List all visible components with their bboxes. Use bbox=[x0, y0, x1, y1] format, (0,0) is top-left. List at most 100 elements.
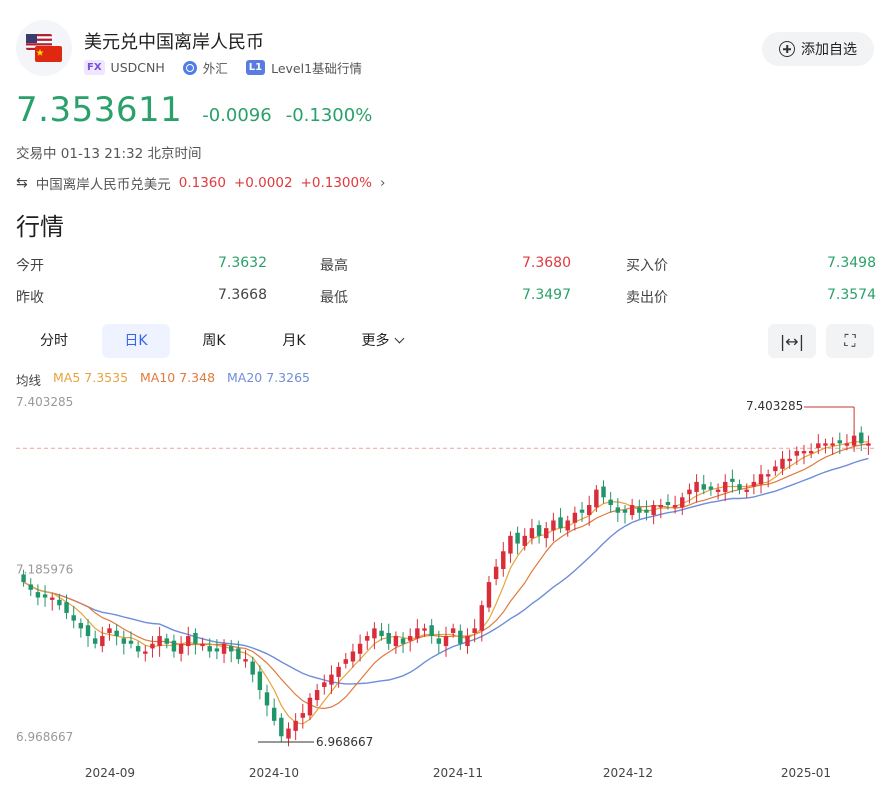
trading-status: 交易中 01-13 21:32 北京时间 bbox=[16, 146, 202, 162]
tab-daily-k[interactable]: 日K bbox=[102, 324, 170, 358]
candle-body bbox=[522, 535, 527, 546]
high-value: 7.3680 bbox=[522, 255, 571, 271]
candle-body bbox=[379, 630, 384, 637]
candle-body bbox=[765, 474, 771, 477]
related-pair-change-percent: +0.1300% bbox=[300, 175, 372, 191]
candle-body bbox=[551, 520, 556, 531]
high-annotation-label: 7.403285 bbox=[746, 399, 803, 413]
candle-body bbox=[644, 509, 649, 513]
x-axis-label: 2024-10 bbox=[249, 766, 299, 780]
candle-body bbox=[429, 625, 434, 637]
candle-body bbox=[357, 643, 363, 654]
candle-body bbox=[171, 640, 177, 652]
symbol-code: USDCNH bbox=[110, 60, 165, 75]
candle-body bbox=[243, 659, 248, 662]
fit-width-icon[interactable]: |↔| bbox=[768, 324, 816, 358]
candle-body bbox=[114, 630, 119, 637]
add-to-watchlist-button[interactable]: 添加自选 bbox=[762, 32, 874, 66]
candle-body bbox=[307, 697, 313, 716]
prev-close-value: 7.3668 bbox=[218, 287, 267, 303]
swap-arrows-icon: ⇆ bbox=[16, 175, 28, 191]
candle-body bbox=[164, 638, 169, 644]
candle-body bbox=[178, 643, 184, 654]
ma-legend-label: 均线 bbox=[16, 373, 42, 388]
candle-body bbox=[694, 481, 699, 492]
candle-body bbox=[808, 451, 814, 454]
candle-body bbox=[751, 481, 757, 487]
candle-body bbox=[780, 458, 785, 469]
open-value: 7.3632 bbox=[218, 255, 267, 271]
level1-badge: L1 bbox=[245, 60, 266, 75]
related-pair-change: +0.0002 bbox=[233, 175, 293, 191]
candle-body bbox=[279, 717, 284, 737]
candle-body bbox=[773, 466, 778, 472]
candle-body bbox=[479, 605, 485, 631]
related-pair-link[interactable]: ⇆ 中国离岸人民币兑美元 0.1360 +0.0002 +0.1300% › bbox=[16, 173, 385, 193]
candle-body bbox=[49, 597, 55, 600]
candle-body bbox=[658, 505, 664, 508]
candle-body bbox=[271, 707, 277, 721]
candle-body bbox=[200, 643, 205, 647]
candle-body bbox=[257, 671, 263, 691]
candle-body bbox=[730, 478, 735, 482]
candle-body bbox=[701, 484, 706, 490]
header: 美元兑中国离岸人民币 FX USDCNH 外汇 L1 Level1基础行情 添加… bbox=[16, 20, 874, 80]
x-axis-label: 2025-01 bbox=[781, 766, 831, 780]
chevron-right-icon: › bbox=[379, 175, 386, 191]
candle-body bbox=[157, 636, 162, 647]
candle-body bbox=[372, 628, 377, 639]
tab-intraday[interactable]: 分时 bbox=[40, 333, 68, 349]
candle-body bbox=[100, 636, 105, 647]
low-label: 最低 bbox=[320, 290, 348, 306]
section-title: 行情 bbox=[16, 213, 64, 241]
globe-icon bbox=[182, 60, 197, 75]
candle-body bbox=[71, 615, 76, 621]
candle-body bbox=[35, 592, 41, 598]
candle-body bbox=[823, 443, 828, 446]
candle-body bbox=[572, 512, 578, 523]
high-label: 最高 bbox=[320, 258, 348, 274]
tab-more[interactable]: 更多 bbox=[346, 324, 418, 358]
candle-body bbox=[565, 520, 570, 531]
candle-body bbox=[415, 628, 420, 639]
candle-body bbox=[322, 682, 327, 687]
candle-body bbox=[78, 622, 84, 629]
bid-value: 7.3498 bbox=[827, 255, 876, 271]
candle-body bbox=[601, 486, 606, 498]
candle-body bbox=[343, 659, 348, 664]
candle-body bbox=[85, 625, 91, 637]
candle-body bbox=[715, 489, 721, 492]
tab-weekly-k[interactable]: 周K bbox=[202, 333, 226, 349]
related-pair-price: 0.1360 bbox=[178, 175, 226, 191]
stats-row: 昨收 7.3668 最低 7.3497 卖出价 7.3574 bbox=[16, 284, 876, 316]
candle-body bbox=[744, 489, 749, 492]
candle-body bbox=[787, 458, 792, 462]
candle-body bbox=[107, 628, 112, 633]
candle-body bbox=[250, 661, 255, 675]
candle-body bbox=[501, 551, 506, 570]
candle-body bbox=[135, 646, 141, 652]
candle-body bbox=[350, 651, 356, 662]
candle-body bbox=[42, 594, 48, 598]
candle-body bbox=[837, 440, 843, 444]
candle-body bbox=[436, 638, 442, 644]
candle-body bbox=[365, 636, 370, 641]
quote-row: 7.353611 -0.0096 -0.1300% bbox=[16, 90, 372, 130]
candle-body bbox=[622, 509, 628, 513]
candlestick-chart[interactable]: 7.403285 7.185976 6.968667 7.403285 6.968667… bbox=[0, 395, 890, 795]
x-axis-label: 2024-11 bbox=[433, 766, 483, 780]
price-change: -0.0096 bbox=[202, 105, 272, 126]
instrument-title: 美元兑中国离岸人民币 bbox=[84, 32, 264, 53]
fx-badge: FX bbox=[84, 60, 105, 75]
level1-label: Level1基础行情 bbox=[271, 61, 363, 76]
candle-body bbox=[193, 632, 198, 644]
tab-monthly-k[interactable]: 月K bbox=[282, 333, 306, 349]
candle-body bbox=[629, 505, 635, 516]
price-change-percent: -0.1300% bbox=[285, 105, 373, 126]
candle-body bbox=[586, 505, 592, 516]
candle-body bbox=[859, 432, 864, 444]
candle-body bbox=[723, 481, 728, 492]
candle-body bbox=[536, 525, 542, 536]
candle-body bbox=[21, 574, 26, 583]
fullscreen-icon[interactable]: ⛶ bbox=[826, 324, 874, 358]
